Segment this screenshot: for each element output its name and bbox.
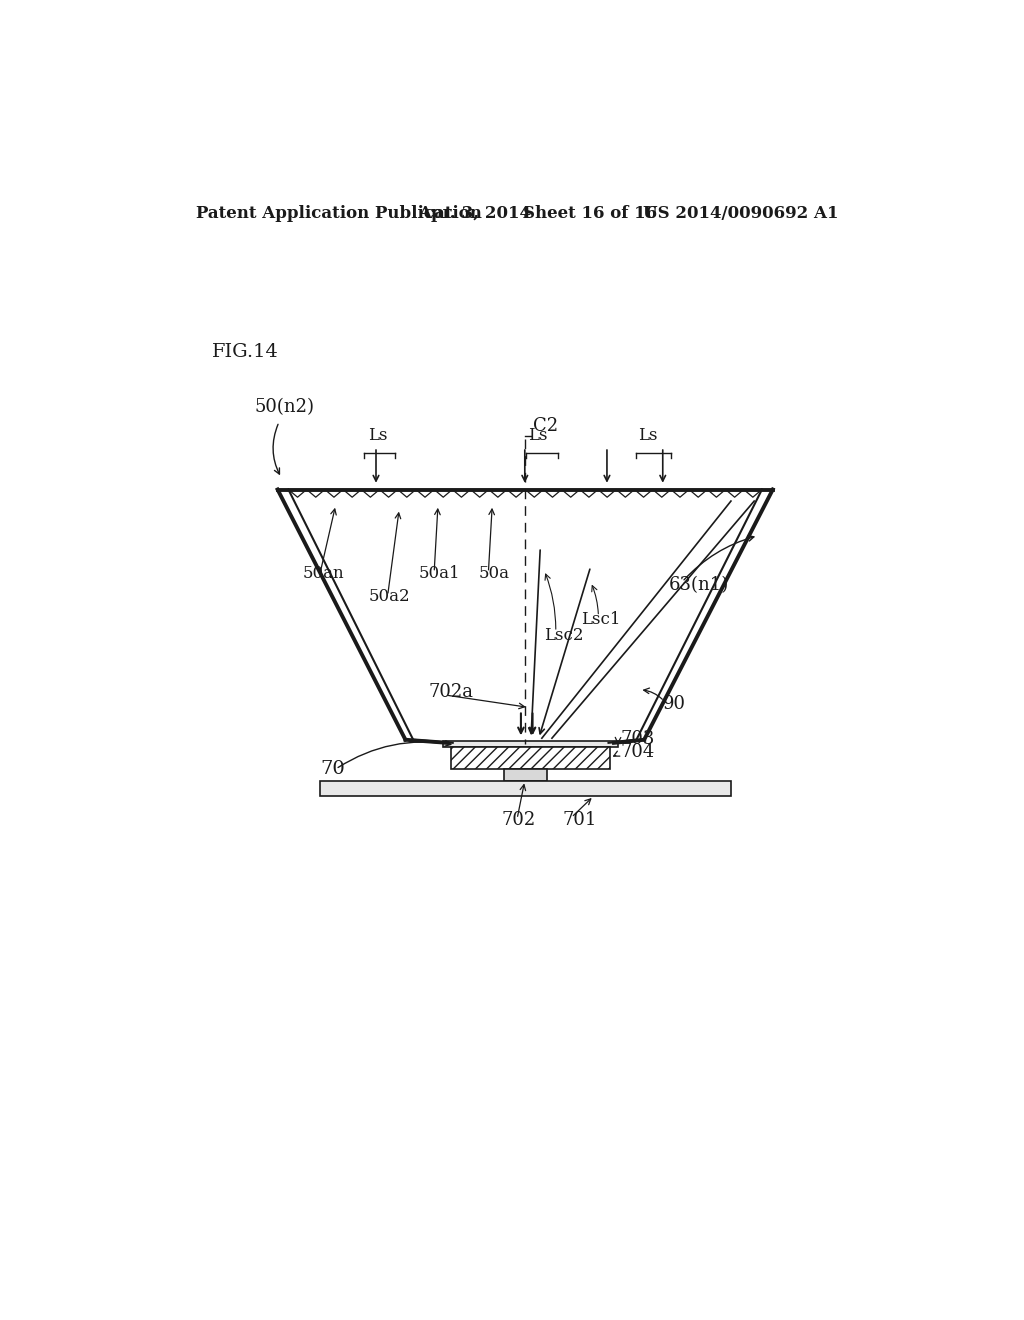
Text: Patent Application Publication: Patent Application Publication (197, 206, 482, 222)
Text: 50a1: 50a1 (419, 565, 460, 582)
Text: Lsc1: Lsc1 (581, 611, 621, 628)
Text: Lsc2: Lsc2 (544, 627, 584, 644)
Text: C2: C2 (532, 417, 558, 436)
Text: Sheet 16 of 16: Sheet 16 of 16 (523, 206, 657, 222)
Text: 701: 701 (562, 812, 596, 829)
Text: 703: 703 (621, 730, 654, 747)
Text: US 2014/0090692 A1: US 2014/0090692 A1 (643, 206, 839, 222)
Text: Ls: Ls (638, 428, 657, 445)
Text: 90: 90 (663, 694, 686, 713)
Text: FIG.14: FIG.14 (212, 343, 279, 362)
Text: Ls: Ls (528, 428, 548, 445)
Text: 704: 704 (621, 743, 654, 760)
Text: 50an: 50an (302, 565, 344, 582)
Bar (443, 742, 617, 747)
Text: 63(n1): 63(n1) (669, 576, 729, 594)
Text: 50a: 50a (478, 565, 509, 582)
Text: 50(n2): 50(n2) (254, 399, 314, 417)
Bar (321, 780, 731, 796)
Text: 702a: 702a (429, 684, 474, 701)
Text: Apr. 3, 2014: Apr. 3, 2014 (419, 206, 531, 222)
Bar (504, 770, 547, 780)
Text: Ls: Ls (369, 428, 388, 445)
Text: 702: 702 (502, 812, 536, 829)
Bar (452, 747, 610, 770)
Text: 50a2: 50a2 (369, 589, 410, 605)
Text: 70: 70 (321, 760, 345, 779)
